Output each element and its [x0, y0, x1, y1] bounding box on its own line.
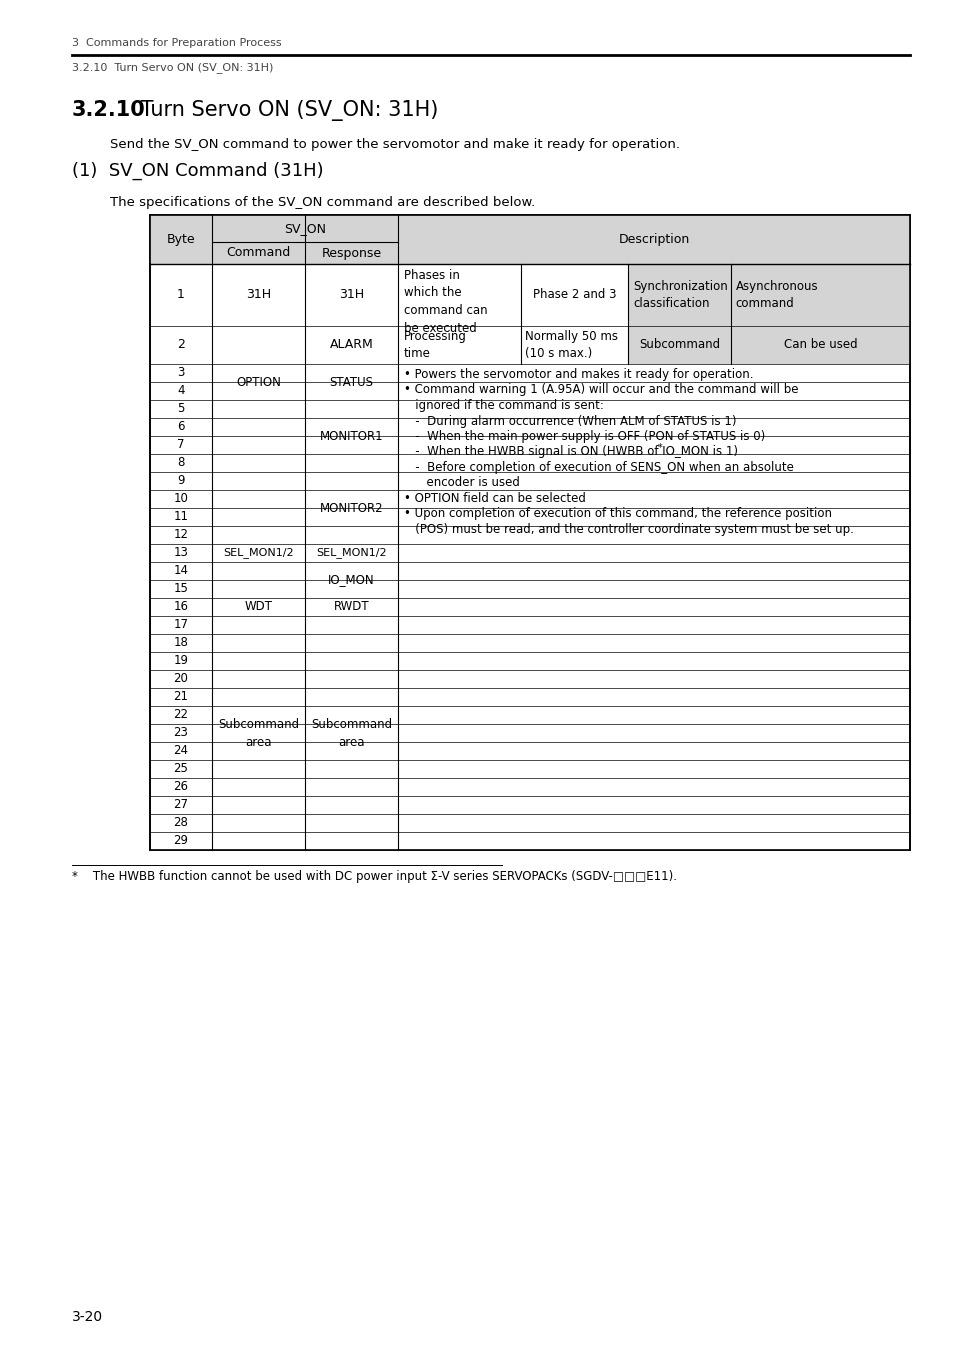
Text: STATUS: STATUS [329, 375, 374, 389]
Text: (POS) must be read, and the controller coordinate system must be set up.: (POS) must be read, and the controller c… [403, 522, 853, 536]
Text: 11: 11 [173, 510, 189, 524]
Text: 10: 10 [173, 493, 189, 505]
Text: 17: 17 [173, 618, 189, 632]
Text: 3-20: 3-20 [71, 1310, 103, 1324]
Text: OPTION: OPTION [235, 375, 280, 389]
Bar [305, 242, 397, 265]
Text: -  When the main power supply is OFF (PON of STATUS is 0): - When the main power supply is OFF (PON… [403, 431, 764, 443]
Text: Subcommand: Subcommand [639, 339, 720, 351]
Text: MONITOR2: MONITOR2 [319, 501, 383, 514]
Text: 3  Commands for Preparation Process: 3 Commands for Preparation Process [71, 38, 281, 49]
Text: 5: 5 [177, 402, 185, 416]
Text: Can be used: Can be used [782, 339, 857, 351]
Text: 1: 1 [177, 289, 185, 301]
Text: *: * [658, 443, 661, 452]
Text: 31H: 31H [246, 289, 271, 301]
Text: 24: 24 [173, 744, 189, 757]
Text: 14: 14 [173, 564, 189, 578]
Text: encoder is used: encoder is used [403, 477, 519, 490]
Text: SV_ON: SV_ON [284, 221, 326, 235]
Text: Subcommand
area: Subcommand area [311, 717, 392, 748]
Text: 20: 20 [173, 672, 189, 686]
Text: Processing
time: Processing time [403, 329, 466, 360]
Text: Send the SV_ON command to power the servomotor and make it ready for operation.: Send the SV_ON command to power the serv… [110, 138, 679, 151]
Text: (1)  SV_ON Command (31H): (1) SV_ON Command (31H) [71, 162, 323, 181]
Text: MONITOR1: MONITOR1 [319, 429, 383, 443]
Text: 3.2.10  Turn Servo ON (SV_ON: 31H): 3.2.10 Turn Servo ON (SV_ON: 31H) [71, 62, 274, 73]
Text: 15: 15 [173, 582, 189, 595]
Text: 25: 25 [173, 763, 189, 775]
Text: Subcommand
area: Subcommand area [217, 717, 298, 748]
Text: 19: 19 [173, 655, 189, 667]
Text: 3.2.10: 3.2.10 [71, 100, 146, 120]
Text: -  Before completion of execution of SENS_ON when an absolute: - Before completion of execution of SENS… [403, 460, 793, 474]
Text: 9: 9 [177, 474, 185, 487]
Text: • Powers the servomotor and makes it ready for operation.: • Powers the servomotor and makes it rea… [403, 369, 753, 381]
Text: -  When the HWBB signal is ON (HWBB of IO_MON is 1): - When the HWBB signal is ON (HWBB of IO… [403, 446, 738, 459]
Text: Phase 2 and 3: Phase 2 and 3 [533, 289, 616, 301]
Text: Asynchronous
command: Asynchronous command [735, 279, 818, 310]
Text: *    The HWBB function cannot be used with DC power input Σ-V series SERVOPACKs : * The HWBB function cannot be used with … [71, 869, 677, 883]
Text: Command: Command [226, 247, 291, 259]
Text: IO_MON: IO_MON [328, 574, 375, 586]
Text: Turn Servo ON (SV_ON: 31H): Turn Servo ON (SV_ON: 31H) [133, 100, 438, 122]
Text: 26: 26 [173, 780, 189, 794]
Text: 13: 13 [173, 547, 189, 559]
Text: 3: 3 [177, 366, 185, 379]
Text: Byte: Byte [167, 234, 195, 246]
Text: • OPTION field can be selected: • OPTION field can be selected [403, 491, 585, 505]
Text: 28: 28 [173, 817, 189, 829]
Text: SEL_MON1/2: SEL_MON1/2 [223, 548, 294, 559]
Text: 18: 18 [173, 636, 189, 649]
Text: • Upon completion of execution of this command, the reference position: • Upon completion of execution of this c… [403, 508, 831, 521]
Text: 4: 4 [177, 385, 185, 397]
Text: 27: 27 [173, 798, 189, 811]
Bar [150, 215, 909, 850]
Text: 12: 12 [173, 528, 189, 541]
Text: 8: 8 [177, 456, 185, 470]
Text: The specifications of the SV_ON command are described below.: The specifications of the SV_ON command … [110, 196, 535, 209]
Text: 21: 21 [173, 690, 189, 703]
Bar [212, 242, 305, 265]
Text: ignored if the command is sent:: ignored if the command is sent: [403, 400, 603, 412]
Text: -  During alarm occurrence (When ALM of STATUS is 1): - During alarm occurrence (When ALM of S… [403, 414, 736, 428]
Text: Normally 50 ms
(10 s max.): Normally 50 ms (10 s max.) [524, 329, 618, 360]
Text: Response: Response [321, 247, 381, 259]
Text: Description: Description [618, 234, 689, 246]
Bar [628, 265, 909, 365]
Text: ALARM: ALARM [330, 339, 373, 351]
Text: 22: 22 [173, 709, 189, 721]
Text: 2: 2 [177, 339, 185, 351]
Text: SEL_MON1/2: SEL_MON1/2 [315, 548, 386, 559]
Text: 31H: 31H [338, 289, 364, 301]
Bar [150, 215, 212, 265]
Text: 16: 16 [173, 601, 189, 613]
Text: 29: 29 [173, 834, 189, 848]
Text: Synchronization
classification: Synchronization classification [633, 279, 727, 310]
Text: WDT: WDT [244, 601, 273, 613]
Bar [212, 215, 397, 242]
Text: • Command warning 1 (A.95A) will occur and the command will be: • Command warning 1 (A.95A) will occur a… [403, 383, 798, 397]
Text: RWDT: RWDT [334, 601, 369, 613]
Text: 6: 6 [177, 420, 185, 433]
Text: 23: 23 [173, 726, 189, 740]
Text: Phases in
which the
command can
be executed: Phases in which the command can be execu… [403, 269, 487, 335]
Bar [397, 215, 909, 265]
Text: 7: 7 [177, 439, 185, 451]
